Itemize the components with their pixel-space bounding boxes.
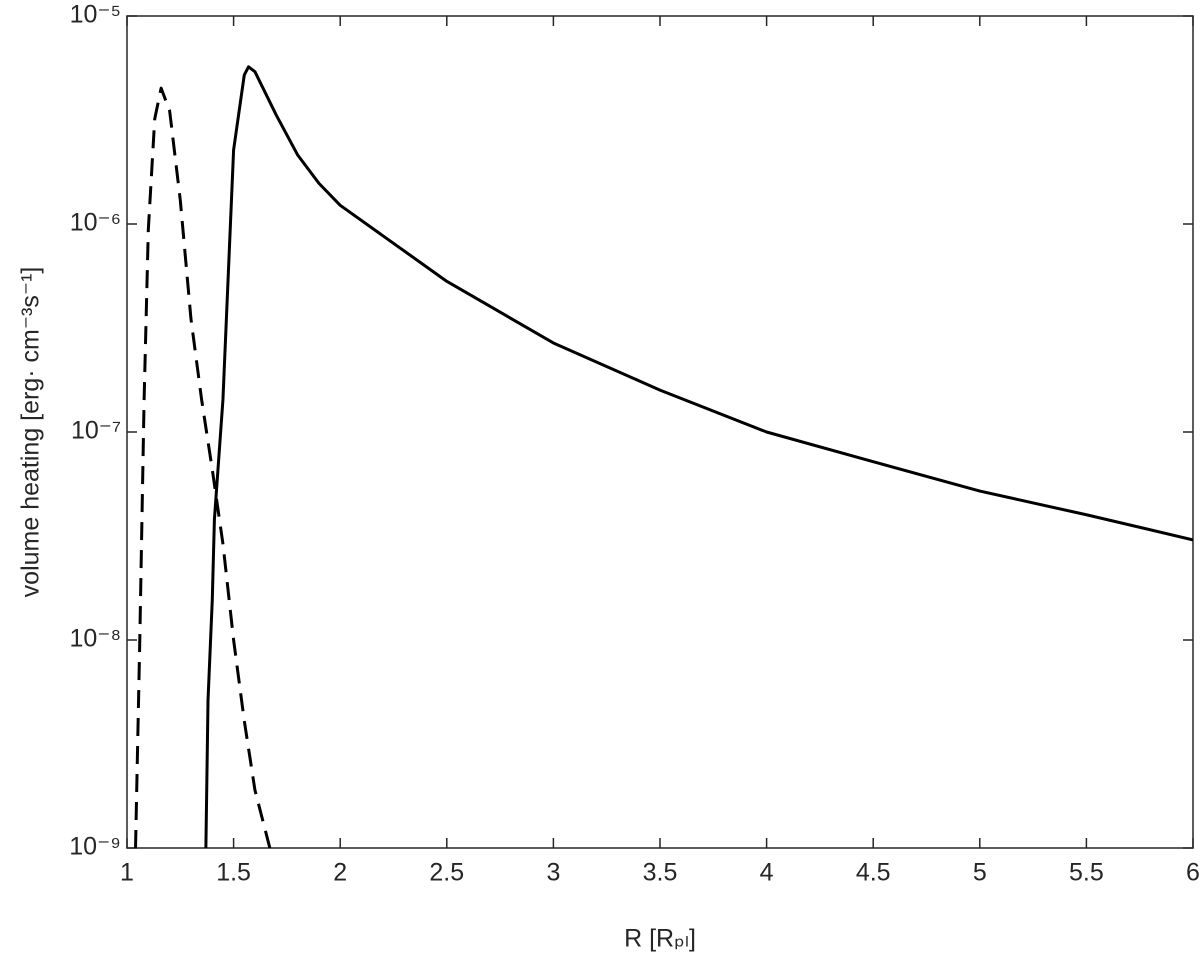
y-tick-label: 10⁻⁷: [71, 417, 121, 445]
y-tick-label: 10⁻⁵: [70, 1, 121, 29]
x-axis-label: R [Rₚₗ]: [624, 925, 696, 953]
y-tick-label: 10⁻⁸: [69, 625, 121, 653]
x-tick-label: 4.5: [856, 859, 891, 887]
line-series: [204, 65, 1193, 848]
x-tick-label: 3: [546, 859, 560, 887]
x-tick-label: 5: [973, 859, 987, 887]
x-tick-label: 2.5: [429, 859, 464, 887]
y-tick-label: 10⁻⁶: [70, 209, 121, 237]
x-tick-label: 1: [120, 859, 134, 887]
x-tick-label: 5.5: [1069, 859, 1104, 887]
x-tick-label: 4: [760, 859, 774, 887]
x-tick-label: 6: [1186, 859, 1200, 887]
x-tick-label: 3.5: [643, 859, 678, 887]
line-series: [134, 86, 272, 848]
plot-area: [134, 65, 1193, 848]
y-axis-label: volume heating [erg· cm⁻³s⁻¹]: [17, 267, 45, 598]
y-tick-label: 10⁻⁹: [69, 833, 121, 861]
plot-frame: [126, 15, 1194, 849]
x-tick-label: 2: [333, 859, 347, 887]
x-tick-label: 1.5: [216, 859, 251, 887]
